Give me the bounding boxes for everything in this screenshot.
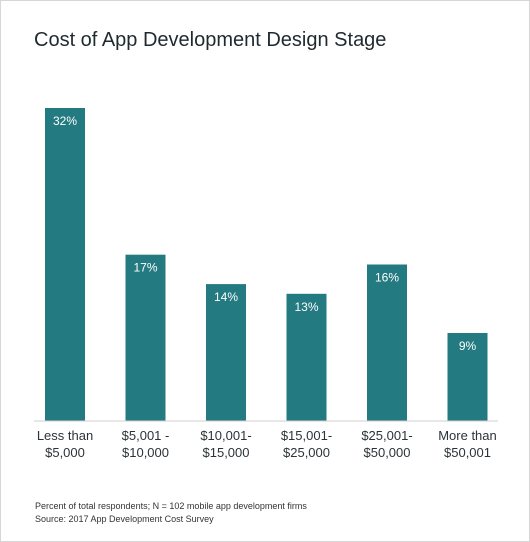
bar-value-label-2: 14% [214, 290, 238, 304]
source-note: Source: 2017 App Development Cost Survey [35, 514, 214, 524]
bar-value-label-4: 16% [375, 271, 399, 285]
x-tick-label-0-line-0: Less than [37, 428, 93, 443]
x-tick-label-1-line-1: $10,000 [122, 445, 169, 460]
x-tick-label-4-line-1: $50,000 [364, 445, 411, 460]
bar-value-label-3: 13% [294, 300, 318, 314]
bar-4 [367, 264, 407, 421]
x-tick-label-2-line-0: $10,001- [200, 428, 251, 443]
x-tick-label-5-line-1: $50,001 [444, 445, 491, 460]
chart-title: Cost of App Development Design Stage [34, 29, 387, 51]
bar-3 [286, 293, 327, 421]
bars-group [45, 108, 488, 421]
bar-1 [125, 254, 166, 421]
x-tick-label-4-line-0: $25,001- [361, 428, 412, 443]
x-tick-label-3-line-0: $15,001- [281, 428, 332, 443]
x-tick-label-2-line-1: $15,000 [203, 445, 250, 460]
x-tick-label-0-line-1: $5,000 [45, 445, 85, 460]
bar-value-label-0: 32% [53, 114, 77, 128]
bar-5 [447, 333, 488, 421]
bar-0 [45, 108, 85, 421]
bar-value-label-1: 17% [133, 261, 157, 275]
bar-2 [206, 284, 246, 421]
bar-value-label-5: 9% [459, 339, 477, 353]
x-tick-label-5-line-0: More than [438, 428, 497, 443]
x-tick-label-3-line-1: $25,000 [283, 445, 330, 460]
respondents-note: Percent of total respondents; N = 102 mo… [35, 501, 307, 511]
x-tick-label-1-line-0: $5,001 - [122, 428, 170, 443]
labels-group: 32% Less than $5,000 17% $5,001 - $10,000 14% $… [37, 114, 497, 460]
